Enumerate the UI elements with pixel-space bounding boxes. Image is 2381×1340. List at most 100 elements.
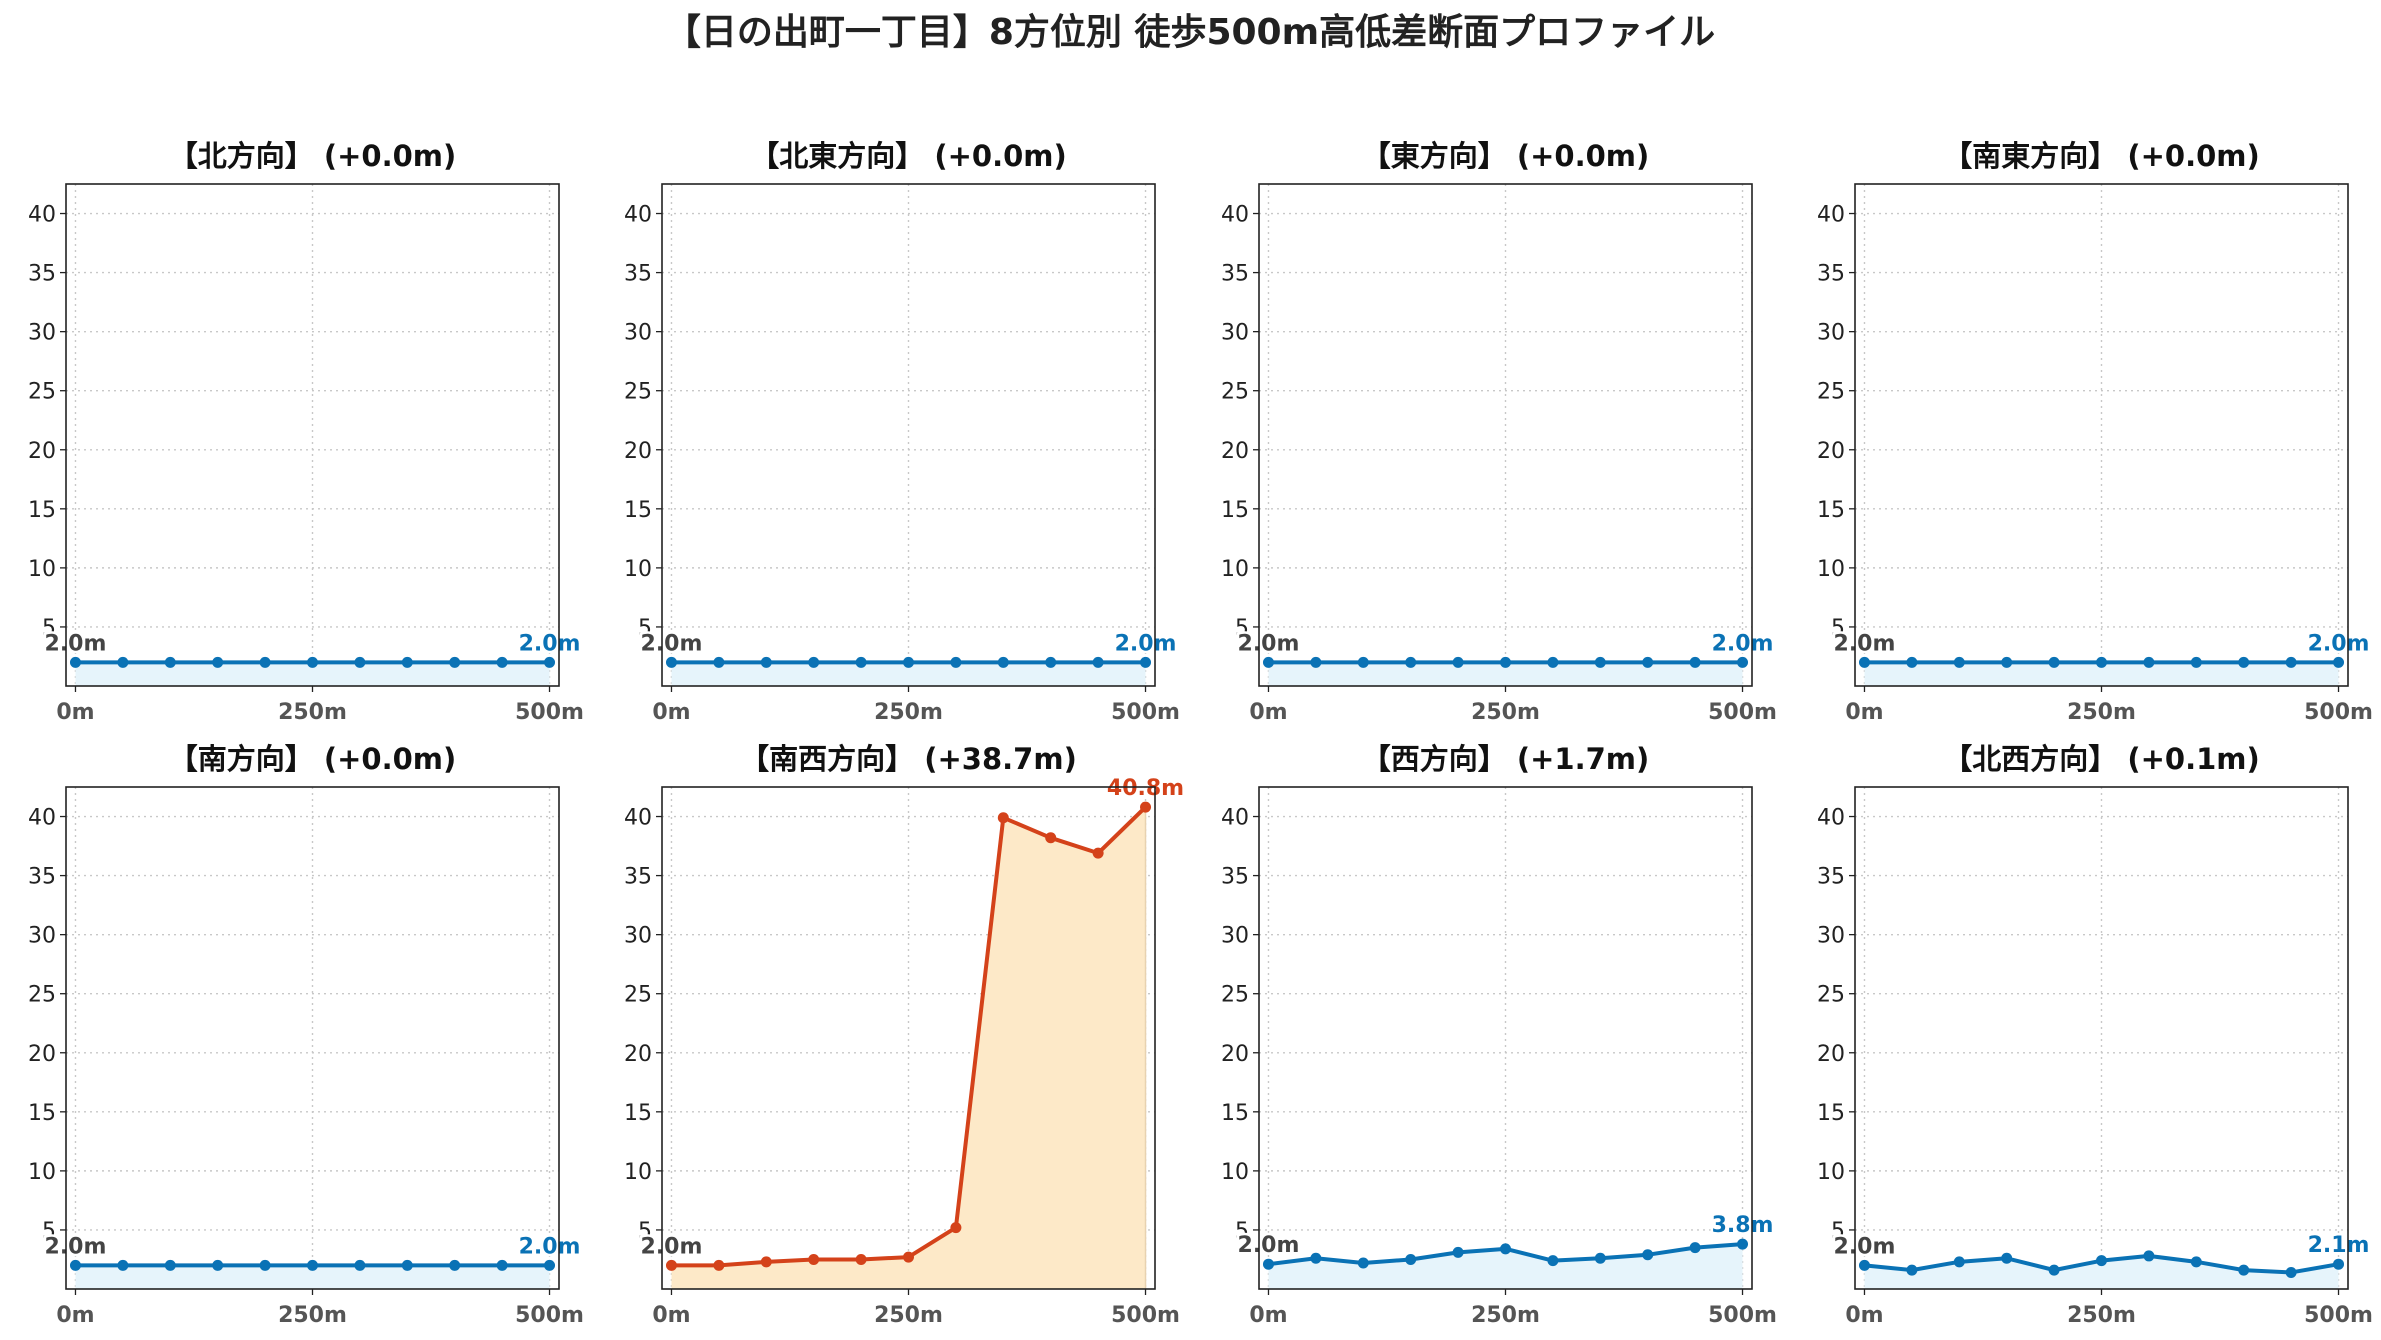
x-tick-label: 500m — [1111, 700, 1180, 725]
data-point — [1547, 1255, 1559, 1267]
y-tick-label: 35 — [1221, 865, 1249, 890]
data-point — [1452, 656, 1464, 668]
y-tick-label: 15 — [624, 1101, 652, 1126]
data-point — [2143, 1250, 2155, 1262]
data-point — [665, 656, 677, 668]
data-point — [1500, 656, 1511, 668]
y-tick-label: 5 — [1831, 616, 1845, 641]
data-point — [2190, 1256, 2202, 1268]
y-tick-label: 20 — [28, 439, 56, 464]
start-elevation-label: 2.0m — [1834, 1234, 1896, 1259]
x-tick-label: 250m — [2067, 1303, 2136, 1328]
y-tick-label: 20 — [1817, 1042, 1845, 1067]
data-point — [2238, 1264, 2250, 1276]
data-point — [354, 1259, 366, 1271]
y-tick-label: 35 — [1817, 865, 1845, 890]
data-point — [903, 1251, 914, 1263]
panel-title: 【北西方向】 (+0.1m) — [1943, 742, 2260, 776]
data-point — [1953, 1256, 1965, 1268]
panel-title: 【東方向】 (+0.0m) — [1362, 139, 1650, 173]
x-tick-label: 500m — [1708, 700, 1777, 725]
data-point — [212, 1259, 224, 1271]
y-tick-label: 35 — [1221, 262, 1249, 287]
end-elevation-label: 2.0m — [519, 1234, 581, 1259]
x-tick-label: 500m — [2304, 1303, 2373, 1328]
x-tick-label: 500m — [515, 1303, 584, 1328]
y-tick-label: 5 — [638, 616, 652, 641]
data-point — [950, 656, 962, 668]
y-tick-label: 35 — [624, 865, 652, 890]
x-tick-label: 250m — [278, 1303, 347, 1328]
data-point — [1405, 1253, 1417, 1265]
x-tick-label: 250m — [2067, 700, 2136, 725]
data-point — [401, 1259, 413, 1271]
x-tick-label: 0m — [1845, 700, 1883, 725]
data-point — [307, 656, 318, 668]
y-tick-label: 30 — [28, 924, 56, 949]
data-point — [1737, 1238, 1749, 1250]
data-point — [1689, 1242, 1701, 1254]
axes-frame — [661, 183, 1156, 687]
data-point — [1262, 656, 1274, 668]
y-tick-label: 30 — [1221, 321, 1249, 346]
data-point — [808, 1253, 820, 1265]
axes-frame — [1854, 183, 2349, 687]
elevation-area — [1864, 1255, 2339, 1289]
data-point — [997, 812, 1009, 824]
data-point — [1405, 656, 1417, 668]
panel-0: 【北方向】 (+0.0m) 5 10 15 20 25 30 35 40 0m 250m 500m 2.… — [28, 139, 584, 725]
panel-title: 【北方向】 (+0.0m) — [169, 139, 457, 173]
data-point — [544, 656, 556, 668]
y-tick-label: 30 — [1221, 924, 1249, 949]
y-tick-label: 10 — [1817, 557, 1845, 582]
elevation-area — [671, 807, 1146, 1289]
data-point — [1906, 1264, 1918, 1276]
y-tick-label: 20 — [624, 439, 652, 464]
y-tick-label: 40 — [1817, 806, 1845, 831]
panel-4: 【南方向】 (+0.0m) 5 10 15 20 25 30 35 40 0m 250m 500m 2.… — [28, 742, 584, 1328]
data-point — [2096, 656, 2107, 668]
x-tick-label: 500m — [2304, 700, 2373, 725]
y-tick-label: 5 — [1235, 616, 1249, 641]
data-point — [117, 656, 129, 668]
y-tick-label: 25 — [1817, 983, 1845, 1008]
data-point — [665, 1259, 677, 1271]
x-tick-label: 250m — [874, 1303, 943, 1328]
data-point — [2143, 656, 2155, 668]
end-elevation-label: 40.8m — [1107, 776, 1184, 801]
y-tick-label: 5 — [1235, 1219, 1249, 1244]
start-elevation-label: 2.0m — [1238, 631, 1300, 656]
data-point — [1858, 656, 1870, 668]
data-point — [713, 1259, 725, 1271]
x-tick-label: 500m — [1111, 1303, 1180, 1328]
start-elevation-label: 2.0m — [1238, 1233, 1300, 1258]
y-tick-label: 40 — [1221, 806, 1249, 831]
data-point — [544, 1259, 556, 1271]
panel-5: 【南西方向】 (+38.7m) 5 10 15 20 25 30 35 40 0m 250m 500m… — [624, 742, 1187, 1328]
end-elevation-label: 3.8m — [1712, 1213, 1774, 1238]
data-point — [401, 656, 413, 668]
y-tick-label: 40 — [624, 203, 652, 228]
data-point — [2048, 656, 2060, 668]
panel-title: 【南東方向】 (+0.0m) — [1943, 139, 2260, 173]
data-point — [496, 1259, 508, 1271]
data-point — [855, 656, 867, 668]
panel-7: 【北西方向】 (+0.1m) 5 10 15 20 25 30 35 40 0m 250m 500m 2… — [1817, 742, 2373, 1328]
y-tick-label: 40 — [1817, 203, 1845, 228]
x-tick-label: 250m — [1471, 700, 1540, 725]
data-point — [1357, 656, 1369, 668]
axes-frame — [1258, 183, 1753, 687]
data-point — [1140, 656, 1152, 668]
y-tick-label: 5 — [42, 616, 56, 641]
y-tick-label: 35 — [1817, 262, 1845, 287]
end-elevation-label: 2.0m — [1712, 631, 1774, 656]
y-tick-label: 30 — [624, 321, 652, 346]
data-point — [1140, 801, 1152, 813]
end-elevation-label: 2.1m — [2308, 1233, 2370, 1258]
y-tick-label: 5 — [638, 1219, 652, 1244]
y-tick-label: 25 — [1221, 983, 1249, 1008]
y-tick-label: 25 — [28, 380, 56, 405]
y-tick-label: 40 — [28, 203, 56, 228]
axes-frame — [661, 786, 1156, 1290]
